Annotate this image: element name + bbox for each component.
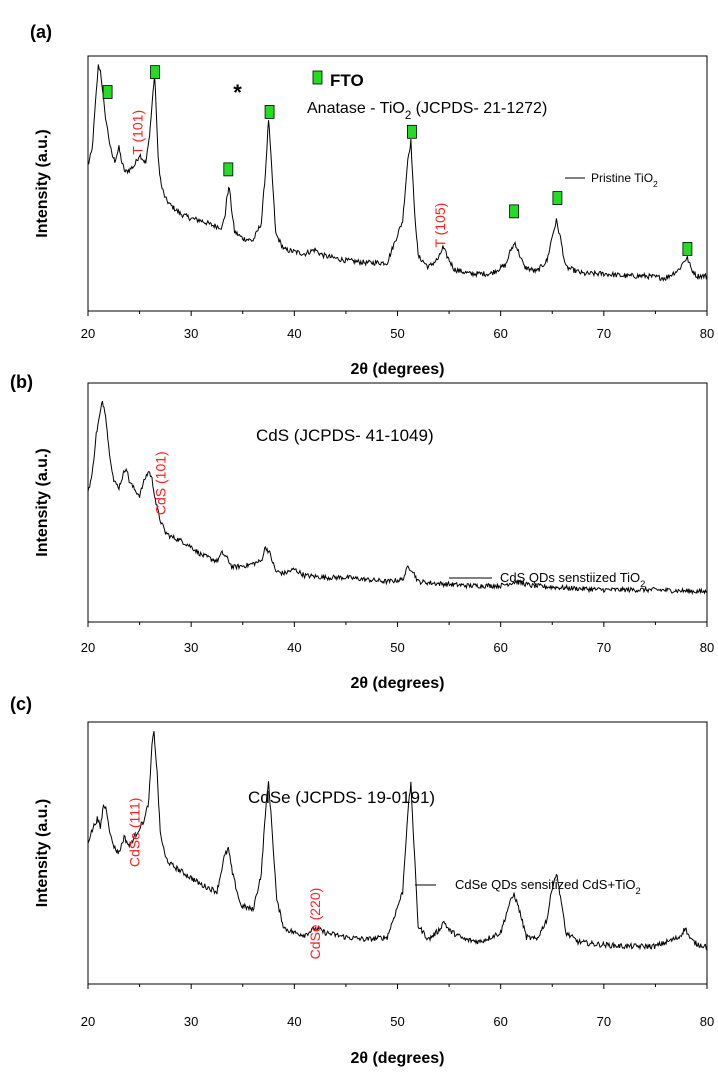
- peak-label: T (105): [432, 203, 448, 248]
- panel-b: (b) 20 30 40 50 60 70 80 2θ (degrees) Intensity (…: [10, 372, 714, 692]
- fto-marker: [552, 191, 563, 206]
- y-axis-label: Intensity (a.u.): [34, 799, 51, 907]
- x-tick-label: 20: [81, 326, 95, 341]
- x-tick-label: 70: [597, 326, 611, 341]
- panel-a: (a) 20 30 40 50 60 70 80 2θ (degrees) Intensity (…: [30, 22, 714, 378]
- x-tick-label: 30: [184, 1014, 198, 1029]
- series-line: [87, 64, 708, 282]
- fto-marker: [102, 85, 113, 99]
- x-tick-label: 50: [390, 1014, 404, 1029]
- y-axis-label: Intensity (a.u.): [34, 448, 51, 556]
- x-tick-label: 80: [700, 640, 714, 655]
- fto-marker: [407, 124, 417, 139]
- header-line: CdS (JCPDS- 41-1049): [256, 426, 434, 445]
- x-tick-label: 70: [597, 1014, 611, 1029]
- x-tick-label: 30: [184, 326, 198, 341]
- x-tick-label: 60: [493, 640, 507, 655]
- x-tick-label: 50: [390, 640, 404, 655]
- x-axis-label: 2θ (degrees): [350, 361, 444, 378]
- legend-label: CdS QDs senstiized TiO2: [500, 570, 645, 589]
- x-tick-label: 20: [81, 1014, 95, 1029]
- fto-marker: [150, 65, 160, 80]
- fto-legend-marker: [312, 70, 323, 85]
- fto-marker: [509, 204, 519, 219]
- header-line: FTO: [330, 71, 364, 90]
- x-tick-label: 30: [184, 640, 198, 655]
- panel-c: (c) 20 30 40 50 60 70 80 2θ (degrees) Intensity (…: [10, 694, 714, 1067]
- star-marker: *: [233, 80, 242, 105]
- x-tick-label: 40: [287, 1014, 301, 1029]
- x-tick-label: 80: [700, 326, 714, 341]
- x-axis-label: 2θ (degrees): [350, 1050, 444, 1067]
- x-tick-label: 40: [287, 326, 301, 341]
- header-line: CdSe (JCPDS- 19-0191): [248, 788, 435, 807]
- x-tick-label: 80: [700, 1014, 714, 1029]
- peak-label: CdS (101): [152, 451, 168, 515]
- header-line: Anatase - TiO2 (JCPDS- 21-1272): [307, 100, 547, 122]
- x-tick-label: 60: [493, 1014, 507, 1029]
- panel-label: (c): [10, 694, 32, 714]
- x-tick-label: 50: [390, 326, 404, 341]
- fto-marker: [264, 105, 275, 119]
- y-axis-label: Intensity (a.u.): [34, 129, 51, 237]
- peak-label: T (101): [130, 110, 146, 155]
- fto-marker: [682, 242, 693, 256]
- peak-label: CdSe (111): [127, 798, 143, 868]
- series-line: [87, 731, 708, 951]
- x-tick-label: 40: [287, 640, 301, 655]
- fto-marker: [223, 162, 234, 177]
- x-axis-label: 2θ (degrees): [350, 675, 444, 692]
- peak-label: CdSe (220): [307, 888, 323, 960]
- x-tick-label: 70: [597, 640, 611, 655]
- x-tick-label: 60: [493, 326, 507, 341]
- legend-label: CdSe QDs sensitized CdS+TiO2: [455, 877, 641, 896]
- panel-label: (b): [10, 372, 33, 392]
- plot-frame: [87, 382, 708, 623]
- series-line: [87, 400, 708, 596]
- legend-label: Pristine TiO2: [591, 171, 658, 189]
- x-tick-label: 20: [81, 640, 95, 655]
- panel-label: (a): [30, 22, 52, 42]
